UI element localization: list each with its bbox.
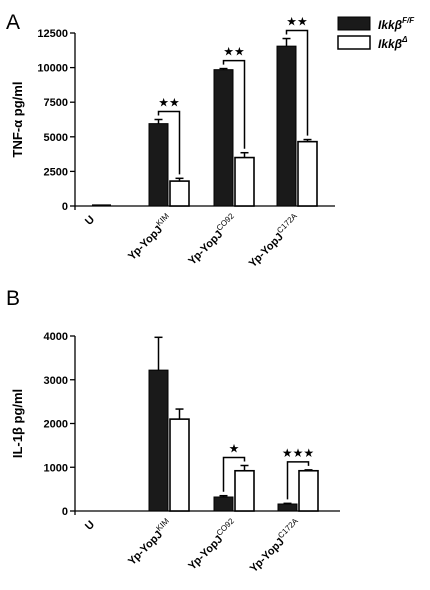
panel-letter: A bbox=[6, 11, 20, 34]
bar-ikkb-delta bbox=[234, 156, 255, 207]
y-tick-label: 2500 bbox=[44, 166, 68, 178]
x-category-label: U bbox=[83, 214, 97, 228]
significance-stars: ★★ bbox=[223, 45, 245, 59]
bar-ikkb-ff bbox=[213, 496, 234, 512]
bar-ikkb-delta bbox=[169, 418, 190, 512]
y-axis-title: TNF-α pg/ml bbox=[10, 82, 25, 158]
y-tick-label: 0 bbox=[62, 506, 68, 518]
y-tick-label: 7500 bbox=[44, 97, 68, 109]
y-tick-label: 0 bbox=[62, 201, 68, 213]
bar-ikkb-delta bbox=[297, 140, 318, 207]
x-category-label: Yp-YopJC172A bbox=[246, 516, 305, 575]
legend-label-ikkb-delta: IkkβΔ bbox=[378, 35, 408, 51]
bar-ikkb-ff bbox=[276, 45, 297, 207]
panel-letter: B bbox=[6, 287, 20, 310]
legend-label-ikkb-ff: IkkβF/F bbox=[378, 16, 415, 32]
bar-ikkb-ff bbox=[148, 123, 169, 207]
y-tick-label: 1000 bbox=[44, 462, 68, 474]
x-category-label: Yp-YopJCO92 bbox=[184, 516, 240, 572]
significance-bracket bbox=[222, 456, 246, 492]
y-tick-label: 2000 bbox=[44, 419, 68, 431]
significance-bracket bbox=[222, 59, 246, 149]
bar-ikkb-delta bbox=[298, 469, 319, 512]
x-category-label: Yp-YopJCO92 bbox=[184, 211, 240, 267]
x-category-label: U bbox=[83, 519, 97, 533]
bar-ikkb-delta bbox=[169, 180, 190, 207]
significance-bracket bbox=[286, 461, 310, 500]
bar-ikkb-ff bbox=[213, 69, 234, 207]
panel-a: A IkkβF/F IkkβΔ 0 2500 5000 7500 10000 12500 T… bbox=[6, 11, 415, 270]
legend-swatch-ikkb-ff bbox=[337, 16, 371, 31]
y-tick-label: 3000 bbox=[44, 375, 68, 387]
y-tick-label: 12500 bbox=[37, 28, 68, 40]
significance-stars: ★ bbox=[229, 442, 240, 456]
x-category-label: Yp-YopJKIM bbox=[124, 211, 175, 262]
x-category-label: Yp-YopJKIM bbox=[124, 516, 175, 567]
significance-bracket bbox=[157, 110, 181, 175]
y-tick-label: 10000 bbox=[37, 63, 68, 75]
significance-bracket bbox=[285, 29, 309, 136]
bar-ikkb-delta bbox=[234, 469, 255, 512]
legend-swatch-ikkb-delta bbox=[337, 35, 371, 50]
significance-stars: ★★ bbox=[286, 15, 308, 29]
significance-stars: ★★★ bbox=[282, 446, 314, 460]
x-category-label: Yp-YopJC172A bbox=[245, 211, 304, 270]
y-axis-title: IL-1β pg/ml bbox=[10, 389, 25, 458]
y-tick-label: 4000 bbox=[44, 331, 68, 343]
significance-stars: ★★ bbox=[158, 96, 180, 110]
y-tick-label: 5000 bbox=[44, 132, 68, 144]
legend: IkkβF/F IkkβΔ bbox=[337, 16, 415, 51]
bar-ikkb-ff bbox=[148, 369, 169, 512]
bar-ikkb-ff bbox=[277, 503, 298, 512]
panel-b: B 0 1000 2000 3000 4000 IL-1β pg/ml U Yp-YopJKI… bbox=[6, 287, 340, 575]
